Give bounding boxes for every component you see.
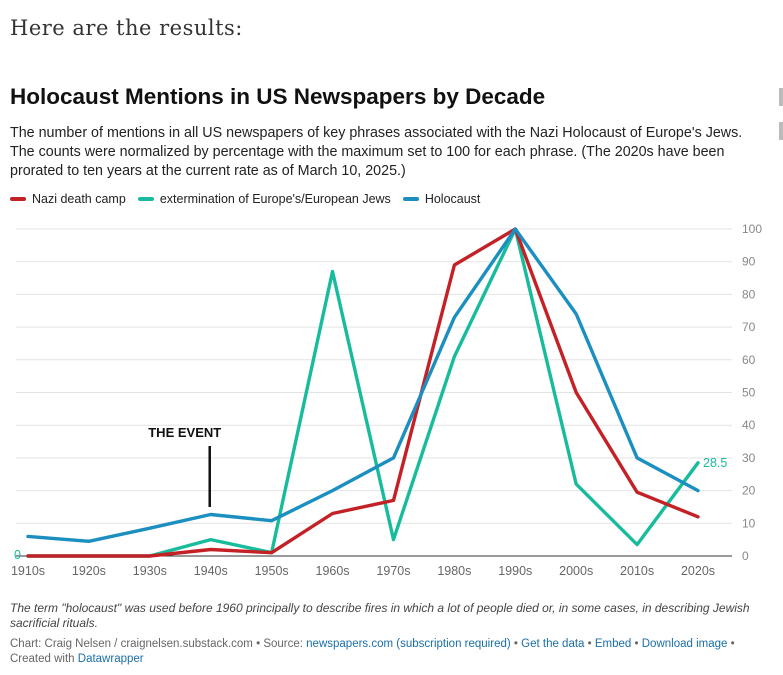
y-tick-label: 90 — [742, 255, 756, 269]
intro-text: Here are the results: — [10, 16, 243, 40]
annotation-the-event: THE EVENT — [148, 425, 221, 440]
chart-credits: Chart: Craig Nelsen / craignelsen.substa… — [10, 637, 780, 667]
chart-description: The number of mentions in all US newspap… — [10, 125, 743, 179]
source-link[interactable]: newspapers.com (subscription required) — [306, 638, 511, 650]
x-tick-label: 1920s — [72, 564, 106, 578]
page-edge-marker — [779, 88, 783, 106]
legend-item-extermination: extermination of Europe's/European Jews — [137, 192, 391, 206]
y-tick-label: 100 — [742, 222, 762, 236]
legend-swatch-blue — [402, 197, 419, 201]
y-tick-label: 40 — [742, 418, 756, 432]
y-tick-label: 10 — [742, 516, 756, 530]
legend-item-holocaust: Holocaust — [402, 192, 481, 206]
x-tick-label: 1910s — [11, 564, 45, 578]
x-tick-label: 2010s — [620, 564, 654, 578]
separator: • — [730, 638, 735, 650]
page-edge-marker — [779, 122, 783, 140]
created-with-label: Created with — [10, 653, 75, 665]
get-data-link[interactable]: Get the data — [521, 638, 585, 650]
y-tick-label: 0 — [742, 549, 749, 563]
y-tick-label: 50 — [742, 386, 756, 400]
legend-item-nazi-death-camp: Nazi death camp — [10, 192, 126, 206]
chart-title: Holocaust Mentions in US Newspapers by D… — [10, 84, 546, 109]
separator: • — [587, 638, 592, 650]
series-line-0 — [26, 227, 700, 558]
legend-label: Holocaust — [424, 192, 481, 206]
legend-swatch-teal — [137, 197, 154, 201]
x-tick-label: 1960s — [316, 564, 350, 578]
x-tick-label: 1970s — [376, 564, 410, 578]
series-line-2 — [26, 227, 700, 543]
y-tick-label: 30 — [742, 451, 756, 465]
x-tick-label: 1950s — [255, 564, 289, 578]
x-tick-label: 1980s — [437, 564, 471, 578]
y-tick-label: 20 — [742, 484, 756, 498]
legend-label: extermination of Europe's/European Jews — [159, 192, 391, 206]
separator: • — [634, 638, 639, 650]
x-tick-label: 1940s — [194, 564, 228, 578]
datawrapper-link[interactable]: Datawrapper — [77, 653, 144, 665]
data-label-start: 0 — [14, 548, 21, 562]
chart-legend: Nazi death camp extermination of Europe'… — [10, 192, 480, 206]
credit-source-prefix: • Source: — [256, 638, 303, 650]
embed-link[interactable]: Embed — [594, 638, 632, 650]
y-tick-label: 70 — [742, 320, 756, 334]
footnote: The term "holocaust" was used before 196… — [10, 601, 750, 630]
separator: • — [513, 638, 518, 650]
download-image-link[interactable]: Download image — [641, 638, 728, 650]
x-tick-label: 1990s — [498, 564, 532, 578]
x-tick-label: 2000s — [559, 564, 593, 578]
legend-swatch-red — [10, 197, 26, 201]
credit-author: Chart: Craig Nelsen / craignelsen.substa… — [10, 638, 253, 650]
x-tick-label: 1930s — [133, 564, 167, 578]
line-chart: 0 10 20 30 40 50 60 70 80 90 100 1910s 1920s 1930s 194… — [11, 222, 762, 578]
y-tick-label: 60 — [742, 353, 756, 367]
y-tick-label: 80 — [742, 287, 756, 301]
data-label-end: 28.5 — [703, 456, 727, 470]
x-tick-label: 2020s — [681, 564, 715, 578]
legend-label: Nazi death camp — [32, 192, 126, 206]
